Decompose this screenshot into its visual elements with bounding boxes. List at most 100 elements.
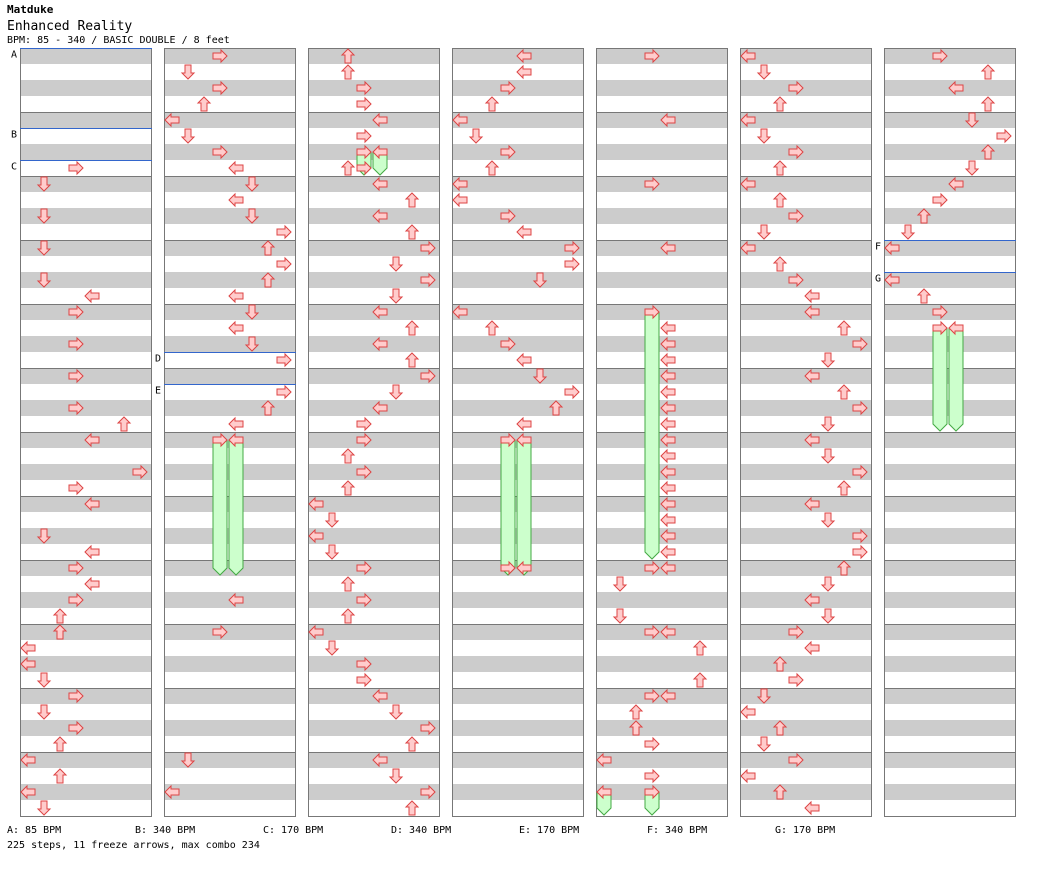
step-arrow-icon: [564, 256, 580, 272]
beat-stripe: [452, 240, 584, 256]
step-arrow-icon: [820, 448, 836, 464]
beat-stripe: [20, 624, 152, 640]
step-arrow-icon: [772, 192, 788, 208]
step-arrow-icon: [772, 784, 788, 800]
step-arrow-icon: [84, 544, 100, 560]
step-arrow-icon: [212, 80, 228, 96]
beat-stripe: [452, 624, 584, 640]
step-arrow-icon: [628, 720, 644, 736]
bpm-legend-item-d: D: 340 BPM: [391, 825, 452, 836]
beat-stripe: [20, 336, 152, 352]
step-arrow-icon: [740, 704, 756, 720]
step-arrow-icon: [356, 592, 372, 608]
beat-stripe: [452, 688, 584, 704]
step-arrow-icon: [404, 224, 420, 240]
beat-stripe: [20, 368, 152, 384]
beat-stripe: [740, 48, 872, 64]
step-arrow-icon: [932, 320, 948, 336]
step-arrow-icon: [772, 160, 788, 176]
step-arrow-icon: [516, 64, 532, 80]
step-arrow-icon: [356, 144, 372, 160]
step-arrow-icon: [660, 384, 676, 400]
beat-stripe: [20, 656, 152, 672]
step-arrow-icon: [660, 560, 676, 576]
step-arrow-icon: [388, 768, 404, 784]
step-arrow-icon: [484, 320, 500, 336]
step-arrow-icon: [228, 416, 244, 432]
beat-stripe: [164, 240, 296, 256]
step-arrow-icon: [564, 240, 580, 256]
beat-stripe: [308, 560, 440, 576]
step-arrow-icon: [180, 752, 196, 768]
step-arrow-icon: [244, 336, 260, 352]
beat-stripe: [884, 624, 1016, 640]
step-arrow-icon: [644, 560, 660, 576]
step-arrow-icon: [340, 576, 356, 592]
step-arrow-icon: [164, 112, 180, 128]
step-arrow-icon: [516, 416, 532, 432]
beat-stripe: [164, 112, 296, 128]
step-arrow-icon: [404, 736, 420, 752]
step-arrow-icon: [660, 352, 676, 368]
beat-stripe: [884, 656, 1016, 672]
step-arrow-icon: [212, 144, 228, 160]
step-arrow-icon: [212, 48, 228, 64]
beat-stripe: [20, 240, 152, 256]
step-arrow-icon: [804, 800, 820, 816]
step-arrow-icon: [20, 640, 36, 656]
beat-stripe: [20, 48, 152, 64]
step-arrow-icon: [836, 480, 852, 496]
step-arrow-icon: [836, 384, 852, 400]
step-arrow-icon: [356, 128, 372, 144]
step-arrow-icon: [52, 624, 68, 640]
bpm-change-label: D: [155, 354, 161, 365]
step-arrow-icon: [500, 208, 516, 224]
step-arrow-icon: [532, 368, 548, 384]
beat-stripe: [884, 592, 1016, 608]
beat-stripe: [308, 496, 440, 512]
step-arrow-icon: [916, 208, 932, 224]
step-arrow-icon: [36, 528, 52, 544]
step-arrow-icon: [660, 368, 676, 384]
beat-stripe: [164, 208, 296, 224]
step-arrow-icon: [660, 688, 676, 704]
bpm-legend: A: 85 BPM B: 340 BPM C: 170 BPM D: 340 B…: [7, 825, 1027, 839]
step-arrow-icon: [132, 464, 148, 480]
step-arrow-icon: [420, 784, 436, 800]
beat-stripe: [884, 720, 1016, 736]
step-arrow-icon: [756, 64, 772, 80]
step-arrow-icon: [500, 560, 516, 576]
step-arrow-icon: [964, 112, 980, 128]
step-arrow-icon: [948, 80, 964, 96]
step-arrow-icon: [756, 128, 772, 144]
step-arrow-icon: [388, 256, 404, 272]
beat-stripe: [164, 688, 296, 704]
bpm-change-label: F: [875, 242, 881, 253]
beat-stripe: [164, 80, 296, 96]
step-arrow-icon: [740, 240, 756, 256]
step-arrow-icon: [36, 800, 52, 816]
step-arrow-icon: [372, 336, 388, 352]
beat-stripe: [20, 592, 152, 608]
beat-stripe: [740, 240, 872, 256]
step-arrow-icon: [932, 48, 948, 64]
step-arrow-icon: [228, 320, 244, 336]
step-arrow-icon: [836, 560, 852, 576]
beat-stripe: [20, 464, 152, 480]
step-arrow-icon: [500, 80, 516, 96]
step-arrow-icon: [660, 432, 676, 448]
step-arrow-icon: [276, 352, 292, 368]
step-arrow-icon: [68, 688, 84, 704]
step-arrow-icon: [756, 688, 772, 704]
step-arrow-icon: [356, 656, 372, 672]
step-arrow-icon: [452, 304, 468, 320]
beat-stripe: [452, 784, 584, 800]
step-arrow-icon: [980, 64, 996, 80]
chart-column: [164, 48, 296, 817]
beat-stripe: [20, 144, 152, 160]
step-arrow-icon: [820, 576, 836, 592]
beat-stripe: [740, 272, 872, 288]
beat-stripe: [740, 624, 872, 640]
beat-stripe: [596, 144, 728, 160]
beat-stripe: [884, 48, 1016, 64]
